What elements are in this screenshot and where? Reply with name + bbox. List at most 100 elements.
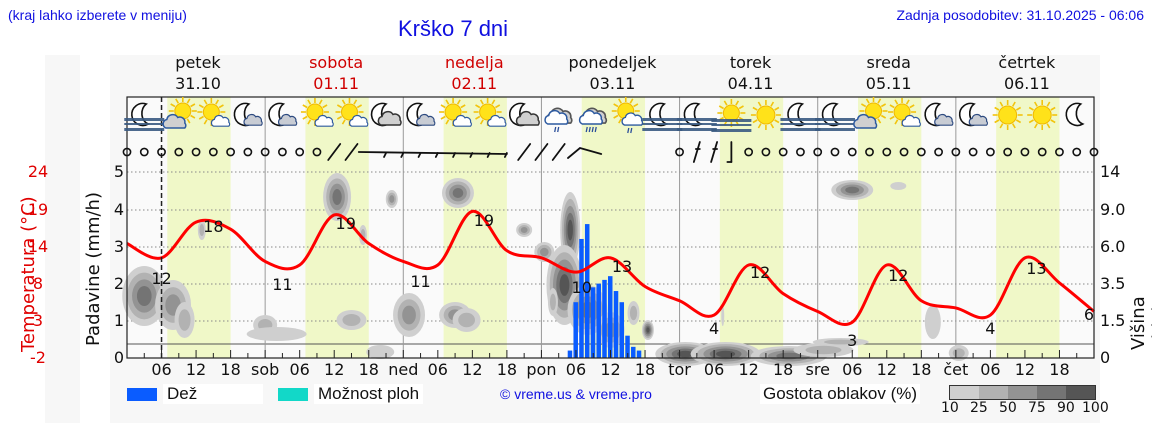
- x-axis-label: 12: [185, 360, 207, 379]
- cloud-density-scale-label: 75: [1028, 400, 1046, 416]
- cloud-density-swatch: [979, 386, 1008, 399]
- weather-icon-moon-cloud: [958, 102, 988, 127]
- day-date: 06.11: [1003, 74, 1050, 93]
- weather-icon-sun: [992, 100, 1023, 130]
- x-axis-label: 12: [600, 360, 621, 379]
- cloud-density-swatch: [1037, 386, 1066, 399]
- day-date: 31.10: [175, 74, 221, 93]
- weather-icon-sun-rain-cloud: [611, 97, 644, 134]
- x-axis-label: 12: [738, 360, 759, 379]
- weather-icon-heavy-rain-cloud: [578, 107, 608, 133]
- weather-icon-sun-cloud-small: [888, 98, 921, 127]
- day-header: nedelja 02.11: [405, 52, 543, 94]
- x-axis-label: 18: [1049, 360, 1070, 379]
- weather-icon-sun-cloud: [162, 97, 197, 129]
- x-axis-label: 12: [324, 360, 345, 379]
- svg-text:12: 12: [151, 269, 171, 288]
- precipitation-tick: 3: [113, 237, 124, 256]
- weather-icon-moon-cloud-grey: [508, 102, 540, 127]
- svg-text:18: 18: [203, 217, 223, 236]
- rain-legend-swatch: [127, 388, 157, 401]
- x-axis-label: 12: [876, 360, 897, 379]
- temp-axis-panel: [45, 55, 80, 423]
- svg-text:12: 12: [750, 263, 770, 282]
- weather-icon-moon-fog: [642, 102, 683, 131]
- weather-icon-moon-cloud: [406, 102, 436, 127]
- precipitation-tick: 2: [113, 274, 124, 293]
- day-name: torek: [729, 53, 772, 72]
- copyright-link[interactable]: © vreme.us & vreme.pro: [500, 386, 652, 402]
- weather-icon-rain-cloud: [544, 107, 573, 133]
- cloud-density-scale-label: 90: [1057, 400, 1075, 416]
- day-name: sobota: [309, 53, 364, 72]
- page-title: Krško 7 dni: [398, 16, 509, 41]
- weather-icon-sun-cloud-small: [197, 98, 231, 127]
- x-axis-label: 18: [496, 360, 518, 379]
- x-axis-label: 18: [220, 360, 241, 379]
- cloud-height-tick: 0: [1100, 348, 1111, 367]
- x-axis-label: 06: [980, 360, 1001, 379]
- svg-text:13: 13: [612, 257, 632, 276]
- cloud-height-tick: 9.0: [1100, 200, 1126, 219]
- day-name: ponedeljek: [568, 53, 657, 72]
- weather-icon-moon-cloud: [924, 102, 954, 127]
- svg-text:6: 6: [1084, 305, 1094, 324]
- weather-icon-moon-fog: [676, 102, 717, 131]
- cloud-height-tick: 1.5: [1100, 311, 1126, 330]
- x-axis-label: 18: [772, 360, 794, 379]
- weather-icon-moon: [1065, 102, 1085, 127]
- x-axis-label: ned: [388, 360, 419, 379]
- cloud-density-scale-label: 50: [999, 400, 1017, 416]
- x-axis-label: 12: [462, 360, 483, 379]
- x-axis-label: 06: [151, 360, 172, 379]
- x-axis-label: 06: [842, 360, 863, 379]
- weather-icon-sun: [1027, 100, 1058, 130]
- precipitation-tick: 4: [113, 200, 124, 219]
- precipitation-tick: 0: [113, 348, 124, 367]
- temperature-tick: 3: [32, 311, 44, 330]
- svg-text:3: 3: [847, 331, 857, 350]
- x-axis-label: 12: [1014, 360, 1036, 379]
- svg-text:10: 10: [572, 278, 592, 297]
- cloud-height-tick: 14: [1100, 162, 1121, 181]
- x-axis-label: 06: [427, 360, 448, 379]
- day-header: torek 04.11: [682, 52, 820, 94]
- svg-text:4: 4: [985, 319, 995, 338]
- x-axis-label: sre: [805, 360, 830, 379]
- weather-icon-moon-fog: [780, 102, 821, 131]
- x-axis-label: sob: [251, 360, 280, 379]
- weather-icon-moon-fog: [814, 102, 855, 131]
- weather-icon-sun-cloud-grey: [853, 97, 888, 129]
- day-name: sreda: [866, 53, 911, 72]
- day-name: petek: [175, 53, 221, 72]
- temperature-tick: 14: [27, 237, 49, 256]
- weather-icon-sun-cloud-small: [439, 98, 472, 127]
- temperature-tick: 8: [32, 274, 44, 293]
- x-axis-label: 06: [703, 360, 725, 379]
- svg-text:19: 19: [336, 214, 356, 233]
- cloud-density-swatch: [1066, 386, 1095, 399]
- day-header: petek 31.10: [129, 52, 267, 94]
- svg-text:19: 19: [474, 211, 494, 230]
- day-date: 02.11: [451, 74, 498, 93]
- svg-text:4: 4: [709, 319, 719, 338]
- day-date: 05.11: [865, 74, 912, 93]
- x-axis-label: 06: [289, 360, 310, 379]
- weather-icon-moon-cloud-grey: [370, 102, 402, 127]
- cloud-density-swatch: [1008, 386, 1037, 399]
- cloud-density-scale-label: 10: [941, 400, 959, 416]
- x-axis-label: 18: [911, 360, 932, 379]
- cloud-height-tick: 6.0: [1100, 237, 1126, 256]
- cloud-density-swatch: [950, 386, 979, 399]
- weather-icon-sun-cloud-small: [300, 98, 334, 127]
- temperature-tick: 24: [27, 162, 49, 181]
- svg-text:11: 11: [272, 275, 292, 294]
- day-header: sobota 01.11: [267, 52, 405, 94]
- weather-icon-sun: [750, 100, 781, 130]
- temperature-tick: 19: [27, 200, 49, 219]
- weather-icon-sun-cloud-small: [473, 98, 507, 127]
- rain-legend-label: Dež: [163, 384, 263, 404]
- cloud-density-scale-label: 25: [970, 400, 988, 416]
- precipitation-tick: 5: [113, 162, 124, 181]
